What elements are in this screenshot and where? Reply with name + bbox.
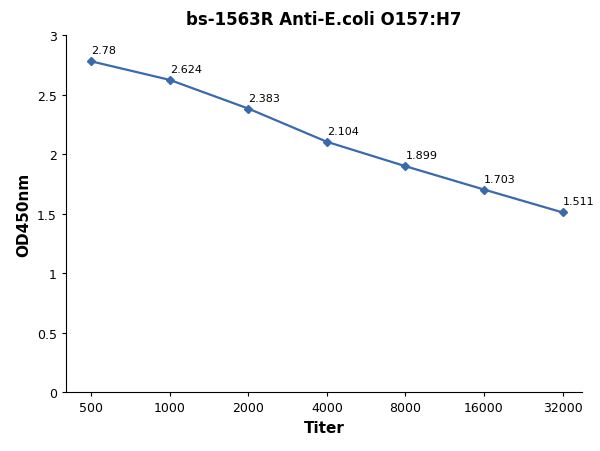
Text: 1.511: 1.511 <box>563 197 594 207</box>
Text: 2.78: 2.78 <box>91 46 116 56</box>
Text: 2.383: 2.383 <box>248 93 280 103</box>
Y-axis label: OD450nm: OD450nm <box>16 172 31 256</box>
Title: bs-1563R Anti-E.coli O157:H7: bs-1563R Anti-E.coli O157:H7 <box>186 11 462 29</box>
Text: 2.624: 2.624 <box>170 65 202 75</box>
Text: 1.899: 1.899 <box>406 151 437 161</box>
Text: 2.104: 2.104 <box>327 127 359 137</box>
X-axis label: Titer: Titer <box>304 420 344 435</box>
Text: 1.703: 1.703 <box>484 174 516 184</box>
